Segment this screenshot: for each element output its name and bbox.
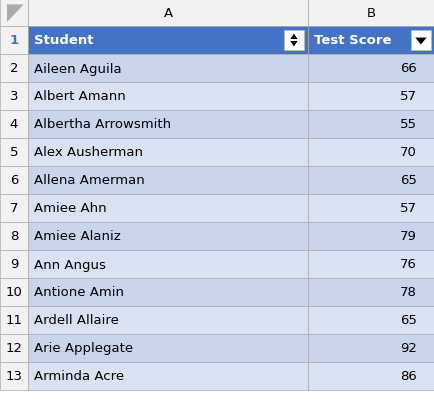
Text: Amiee Ahn: Amiee Ahn <box>34 202 106 215</box>
Bar <box>307 0 434 27</box>
Bar <box>307 223 434 250</box>
Bar <box>28 0 307 27</box>
Bar <box>0 194 28 223</box>
Bar <box>0 83 28 111</box>
Bar <box>28 306 307 334</box>
Bar <box>28 27 307 55</box>
Text: 12: 12 <box>6 342 23 354</box>
Text: 6: 6 <box>10 174 18 187</box>
Bar <box>0 223 28 250</box>
Bar <box>28 83 307 111</box>
Text: 3: 3 <box>10 90 18 103</box>
Bar <box>0 27 28 55</box>
Bar <box>307 250 434 278</box>
Bar <box>28 362 307 390</box>
Text: Test Score: Test Score <box>313 34 391 47</box>
Bar <box>307 334 434 362</box>
Text: 5: 5 <box>10 146 18 159</box>
Text: Albert Amann: Albert Amann <box>34 90 125 103</box>
Text: 4: 4 <box>10 118 18 131</box>
Bar <box>307 83 434 111</box>
Bar <box>28 278 307 306</box>
Text: Ann Angus: Ann Angus <box>34 258 105 271</box>
Text: 79: 79 <box>399 230 416 243</box>
Bar <box>0 55 28 83</box>
Bar <box>0 139 28 166</box>
Text: 55: 55 <box>399 118 416 131</box>
Text: Arminda Acre: Arminda Acre <box>34 370 124 383</box>
Text: 11: 11 <box>6 314 23 327</box>
Bar <box>0 306 28 334</box>
Text: 65: 65 <box>399 314 416 327</box>
Polygon shape <box>414 38 426 45</box>
Bar <box>410 31 430 51</box>
Text: Ardell Allaire: Ardell Allaire <box>34 314 118 327</box>
Bar <box>307 194 434 223</box>
Text: 92: 92 <box>399 342 416 354</box>
Text: 86: 86 <box>399 370 416 383</box>
Text: 57: 57 <box>399 90 416 103</box>
Bar <box>0 362 28 390</box>
Bar <box>307 139 434 166</box>
Text: 66: 66 <box>399 62 416 75</box>
Text: 76: 76 <box>399 258 416 271</box>
Bar <box>307 278 434 306</box>
Bar <box>28 166 307 194</box>
Text: Allena Amerman: Allena Amerman <box>34 174 145 187</box>
Text: Amiee Alaniz: Amiee Alaniz <box>34 230 121 243</box>
Bar <box>0 0 28 27</box>
Bar <box>28 250 307 278</box>
Bar <box>307 111 434 139</box>
Text: Antione Amin: Antione Amin <box>34 286 124 299</box>
Bar <box>307 55 434 83</box>
Text: 9: 9 <box>10 258 18 271</box>
Bar <box>28 223 307 250</box>
Text: 1: 1 <box>10 34 19 47</box>
Text: 78: 78 <box>399 286 416 299</box>
Bar <box>307 306 434 334</box>
Bar <box>0 278 28 306</box>
Polygon shape <box>7 5 24 23</box>
Polygon shape <box>289 42 297 47</box>
Bar <box>28 139 307 166</box>
Bar <box>307 362 434 390</box>
Text: 10: 10 <box>6 286 23 299</box>
Text: Alex Ausherman: Alex Ausherman <box>34 146 143 159</box>
Text: 13: 13 <box>6 370 23 383</box>
Text: 8: 8 <box>10 230 18 243</box>
Text: 65: 65 <box>399 174 416 187</box>
Bar <box>0 334 28 362</box>
Text: 57: 57 <box>399 202 416 215</box>
Bar <box>28 55 307 83</box>
Bar <box>0 111 28 139</box>
Bar <box>307 27 434 55</box>
Polygon shape <box>289 34 297 40</box>
Bar <box>28 194 307 223</box>
Bar <box>28 334 307 362</box>
Text: Aileen Aguila: Aileen Aguila <box>34 62 122 75</box>
Text: 7: 7 <box>10 202 18 215</box>
Bar <box>0 250 28 278</box>
Text: A: A <box>163 7 172 20</box>
Text: Arie Applegate: Arie Applegate <box>34 342 133 354</box>
Bar <box>307 166 434 194</box>
Text: 2: 2 <box>10 62 18 75</box>
Bar <box>28 111 307 139</box>
Text: Albertha Arrowsmith: Albertha Arrowsmith <box>34 118 171 131</box>
Bar <box>283 31 303 51</box>
Text: B: B <box>366 7 375 20</box>
Bar <box>0 166 28 194</box>
Text: Student: Student <box>34 34 93 47</box>
Text: 70: 70 <box>399 146 416 159</box>
